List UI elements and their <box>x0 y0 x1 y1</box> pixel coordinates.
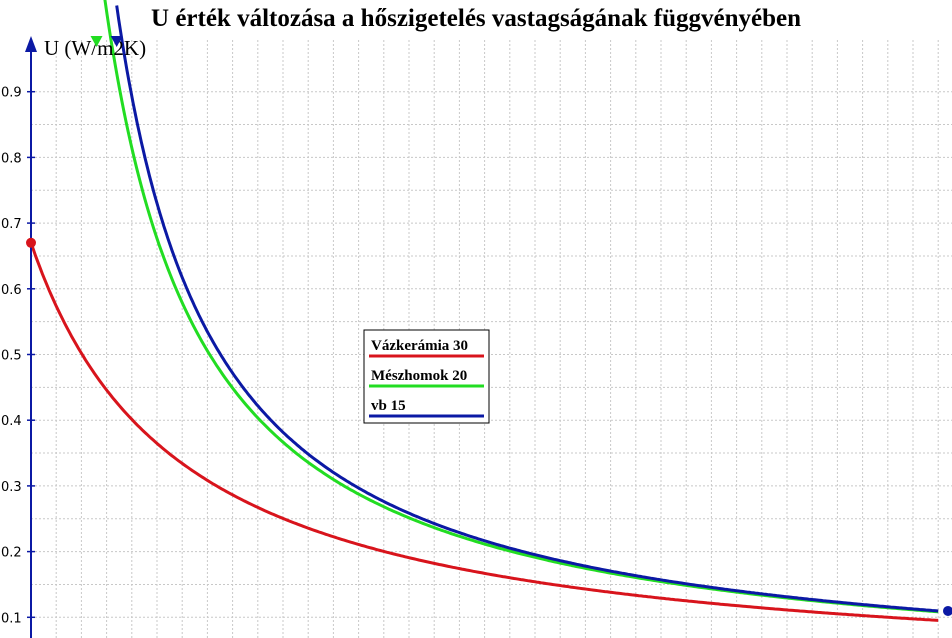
y-tick-label: 0.4 <box>1 414 22 429</box>
y-tick-label: 0.5 <box>1 349 22 364</box>
y-tick-labels: 0.1 0.2 0.3 0.4 0.5 0.6 0.7 0.8 0.9 <box>1 86 35 626</box>
chart-title: U érték változása a hőszigetelés vastags… <box>151 5 801 32</box>
series-start-marker <box>90 36 103 47</box>
legend-box <box>363 329 490 424</box>
series-start-marker <box>26 237 36 248</box>
y-tick-label: 0.3 <box>1 480 22 495</box>
grid <box>30 40 952 638</box>
y-axis-arrow <box>25 36 37 52</box>
y-tick-label: 0.7 <box>1 217 22 232</box>
y-axis <box>25 36 37 638</box>
series-line <box>29 242 939 622</box>
series-lines <box>29 0 939 622</box>
y-tick-label: 0.2 <box>1 546 22 561</box>
legend: Vázkerámia 30 Mészhomok 20 vb 15 <box>363 329 490 424</box>
y-tick-label: 0.6 <box>1 283 22 298</box>
legend-entry-label: Vázkerámia 30 <box>371 338 468 354</box>
legend-entry-label: Mészhomok 20 <box>371 368 467 384</box>
series-line <box>115 5 939 613</box>
y-tick-label: 0.8 <box>1 151 22 166</box>
y-tick-label: 0.9 <box>1 86 22 101</box>
series-end-marker <box>943 605 952 616</box>
series-start-marker <box>110 36 123 47</box>
series-markers <box>26 36 952 616</box>
y-tick-label: 0.1 <box>1 611 22 626</box>
legend-entry-label: vb 15 <box>371 398 406 414</box>
